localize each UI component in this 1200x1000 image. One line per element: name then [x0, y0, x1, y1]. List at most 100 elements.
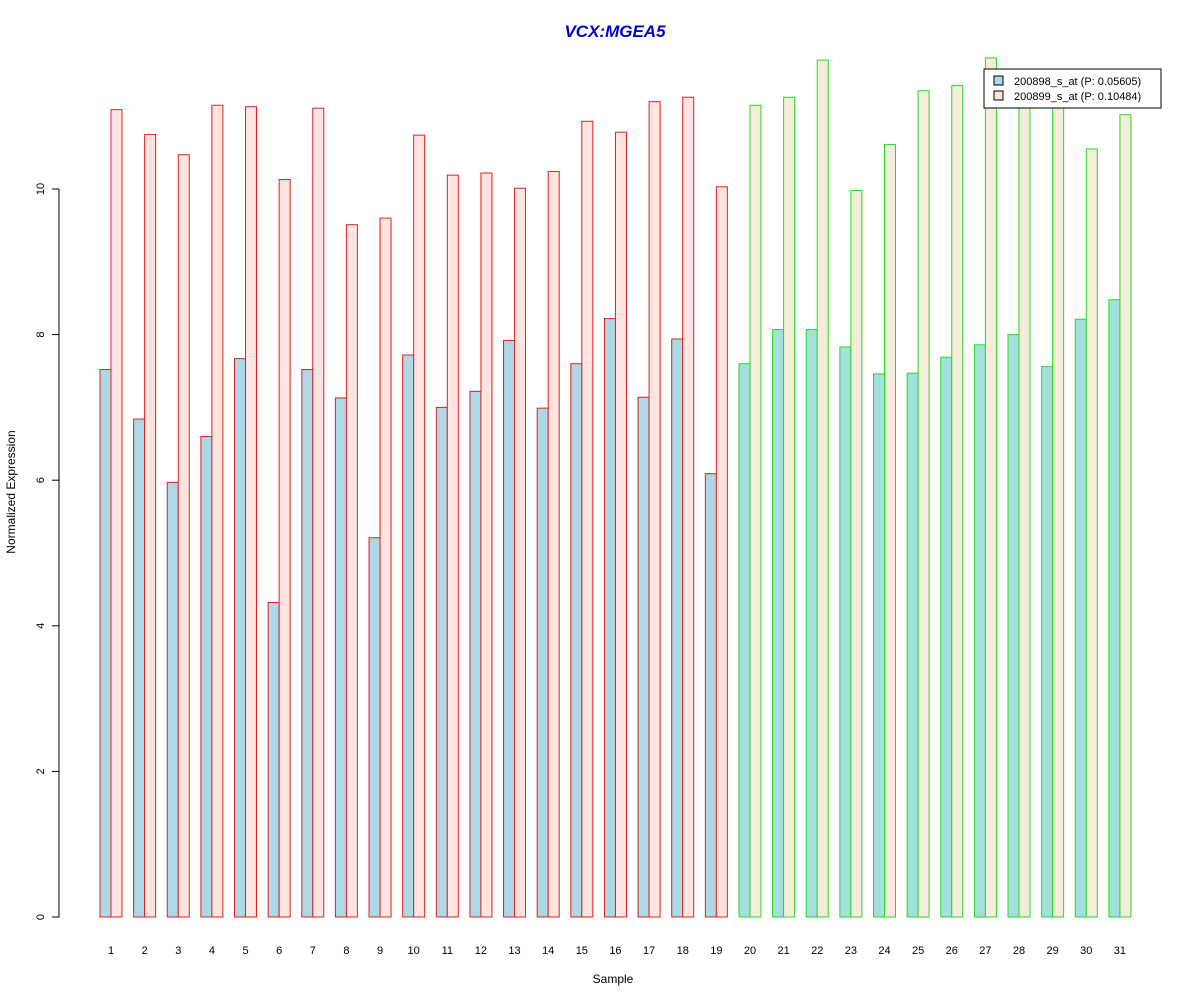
x-tick-label: 3: [175, 945, 181, 957]
bar-series-2-sample-30: [1085, 148, 1098, 918]
x-tick-label: 30: [1080, 945, 1092, 957]
legend-swatch-series-1: [993, 75, 1004, 86]
x-tick-label: 29: [1047, 945, 1059, 957]
legend-entry-series-2: 200899_s_at (P: 0.10484): [1014, 91, 1141, 103]
bar-series-1-sample-2: [133, 418, 146, 918]
y-axis-title: Normalized Expression: [4, 430, 18, 553]
bar-series-2-sample-11: [446, 174, 459, 918]
bar-series-1-sample-9: [368, 537, 381, 918]
bar-series-2-sample-7: [312, 107, 325, 918]
bar-series-2-sample-8: [345, 224, 358, 918]
bar-series-1-sample-14: [536, 407, 549, 918]
bar-series-2-sample-3: [177, 154, 190, 918]
bar-series-2-sample-31: [1119, 114, 1132, 918]
chart-title: VCX:MGEA5: [564, 22, 666, 41]
x-tick-label: 11: [442, 945, 453, 957]
bar-series-1-sample-17: [637, 396, 650, 918]
x-tick-label: 20: [744, 945, 756, 957]
bar-series-2-sample-10: [413, 134, 426, 918]
bar-series-1-sample-18: [671, 338, 684, 918]
bar-series-1-sample-4: [200, 436, 213, 918]
x-tick-label: 10: [408, 945, 420, 957]
legend-swatch-series-2: [993, 90, 1004, 101]
bar-series-2-sample-25: [917, 90, 930, 918]
y-tick-label: 0: [35, 914, 47, 920]
x-axis-title: Sample: [593, 972, 634, 986]
bar-series-2-sample-13: [514, 187, 527, 918]
bar-series-1-sample-10: [402, 354, 415, 918]
x-tick-label: 21: [777, 945, 789, 957]
bar-series-2-sample-5: [245, 106, 258, 918]
x-tick-label: 9: [377, 945, 383, 957]
bar-series-2-sample-12: [480, 172, 493, 918]
bar-series-1-sample-26: [940, 356, 953, 918]
x-tick-label: 7: [310, 945, 316, 957]
x-tick-label: 18: [677, 945, 689, 957]
x-tick-label: 15: [576, 945, 588, 957]
bar-series-1-sample-23: [839, 346, 852, 918]
x-tick-label: 13: [508, 945, 520, 957]
bar-series-1-sample-27: [973, 344, 986, 918]
y-tick-label: 4: [35, 623, 47, 629]
bar-series-1-sample-31: [1108, 299, 1121, 918]
x-tick-label: 5: [242, 945, 248, 957]
x-tick-label: 19: [710, 945, 722, 957]
bar-series-1-sample-16: [603, 318, 616, 918]
bar-series-1-sample-1: [99, 369, 112, 918]
bar-series-1-sample-7: [301, 369, 314, 918]
bar-series-1-sample-19: [704, 473, 717, 918]
bar-series-2-sample-21: [783, 96, 796, 918]
bar-series-2-sample-20: [749, 104, 762, 918]
bar-series-1-sample-28: [1007, 334, 1020, 918]
bar-series-2-sample-15: [581, 120, 594, 918]
bar-series-1-sample-30: [1074, 318, 1087, 918]
bar-series-1-sample-11: [435, 406, 448, 918]
bar-series-2-sample-27: [984, 57, 997, 918]
legend-entry-series-1: 200898_s_at (P: 0.05605): [1014, 76, 1141, 88]
x-tick-label: 23: [845, 945, 857, 957]
x-tick-label: 28: [1013, 945, 1025, 957]
bar-series-1-sample-5: [234, 358, 247, 918]
bar-series-1-sample-3: [166, 481, 179, 918]
bar-series-2-sample-23: [850, 189, 863, 918]
bar-series-1-sample-25: [906, 372, 919, 918]
y-tick-label: 2: [35, 768, 47, 774]
bar-series-2-sample-17: [648, 101, 661, 918]
y-tick-label: 6: [35, 477, 47, 483]
x-tick-label: 17: [643, 945, 655, 957]
x-tick-label: 25: [912, 945, 924, 957]
bar-series-2-sample-14: [547, 171, 560, 918]
bar-series-1-sample-6: [267, 602, 280, 918]
x-tick-label: 22: [811, 945, 823, 957]
bar-series-2-sample-4: [211, 104, 224, 918]
bar-series-2-sample-28: [1018, 106, 1031, 918]
x-axis-labels: 1 2 3 4 5 6 7 8 9 10 11 12 13 14 15 16 17 18 19 20 21 22 23 24 2…: [108, 945, 1126, 957]
bar-series-1-sample-29: [1041, 366, 1054, 918]
bars-group: [99, 57, 1132, 918]
legend: 200898_s_at (P: 0.05605) 200899_s_at (P:…: [983, 68, 1162, 109]
bar-series-2-sample-6: [278, 179, 291, 918]
bar-series-2-sample-1: [110, 109, 123, 918]
x-tick-label: 6: [276, 945, 282, 957]
bar-series-1-sample-15: [570, 363, 583, 918]
x-tick-label: 31: [1114, 945, 1126, 957]
bar-series-2-sample-18: [682, 96, 695, 918]
legend-box: [983, 68, 1162, 109]
bar-series-1-sample-12: [469, 390, 482, 918]
bar-series-2-sample-9: [379, 217, 392, 918]
bar-series-2-sample-2: [144, 133, 157, 918]
x-tick-label: 4: [209, 945, 215, 957]
bar-series-1-sample-20: [738, 363, 751, 918]
x-tick-label: 26: [946, 945, 958, 957]
bar-series-1-sample-24: [872, 373, 885, 918]
y-axis: 0 2 4 6 8 10: [35, 183, 60, 920]
x-tick-label: 8: [343, 945, 349, 957]
bar-series-2-sample-29: [1052, 106, 1065, 918]
bar-series-1-sample-22: [805, 329, 818, 918]
bar-series-1-sample-21: [772, 329, 785, 918]
bar-series-2-sample-22: [816, 59, 829, 918]
x-tick-label: 14: [542, 945, 554, 957]
bar-series-2-sample-24: [883, 144, 896, 918]
x-tick-label: 16: [609, 945, 621, 957]
